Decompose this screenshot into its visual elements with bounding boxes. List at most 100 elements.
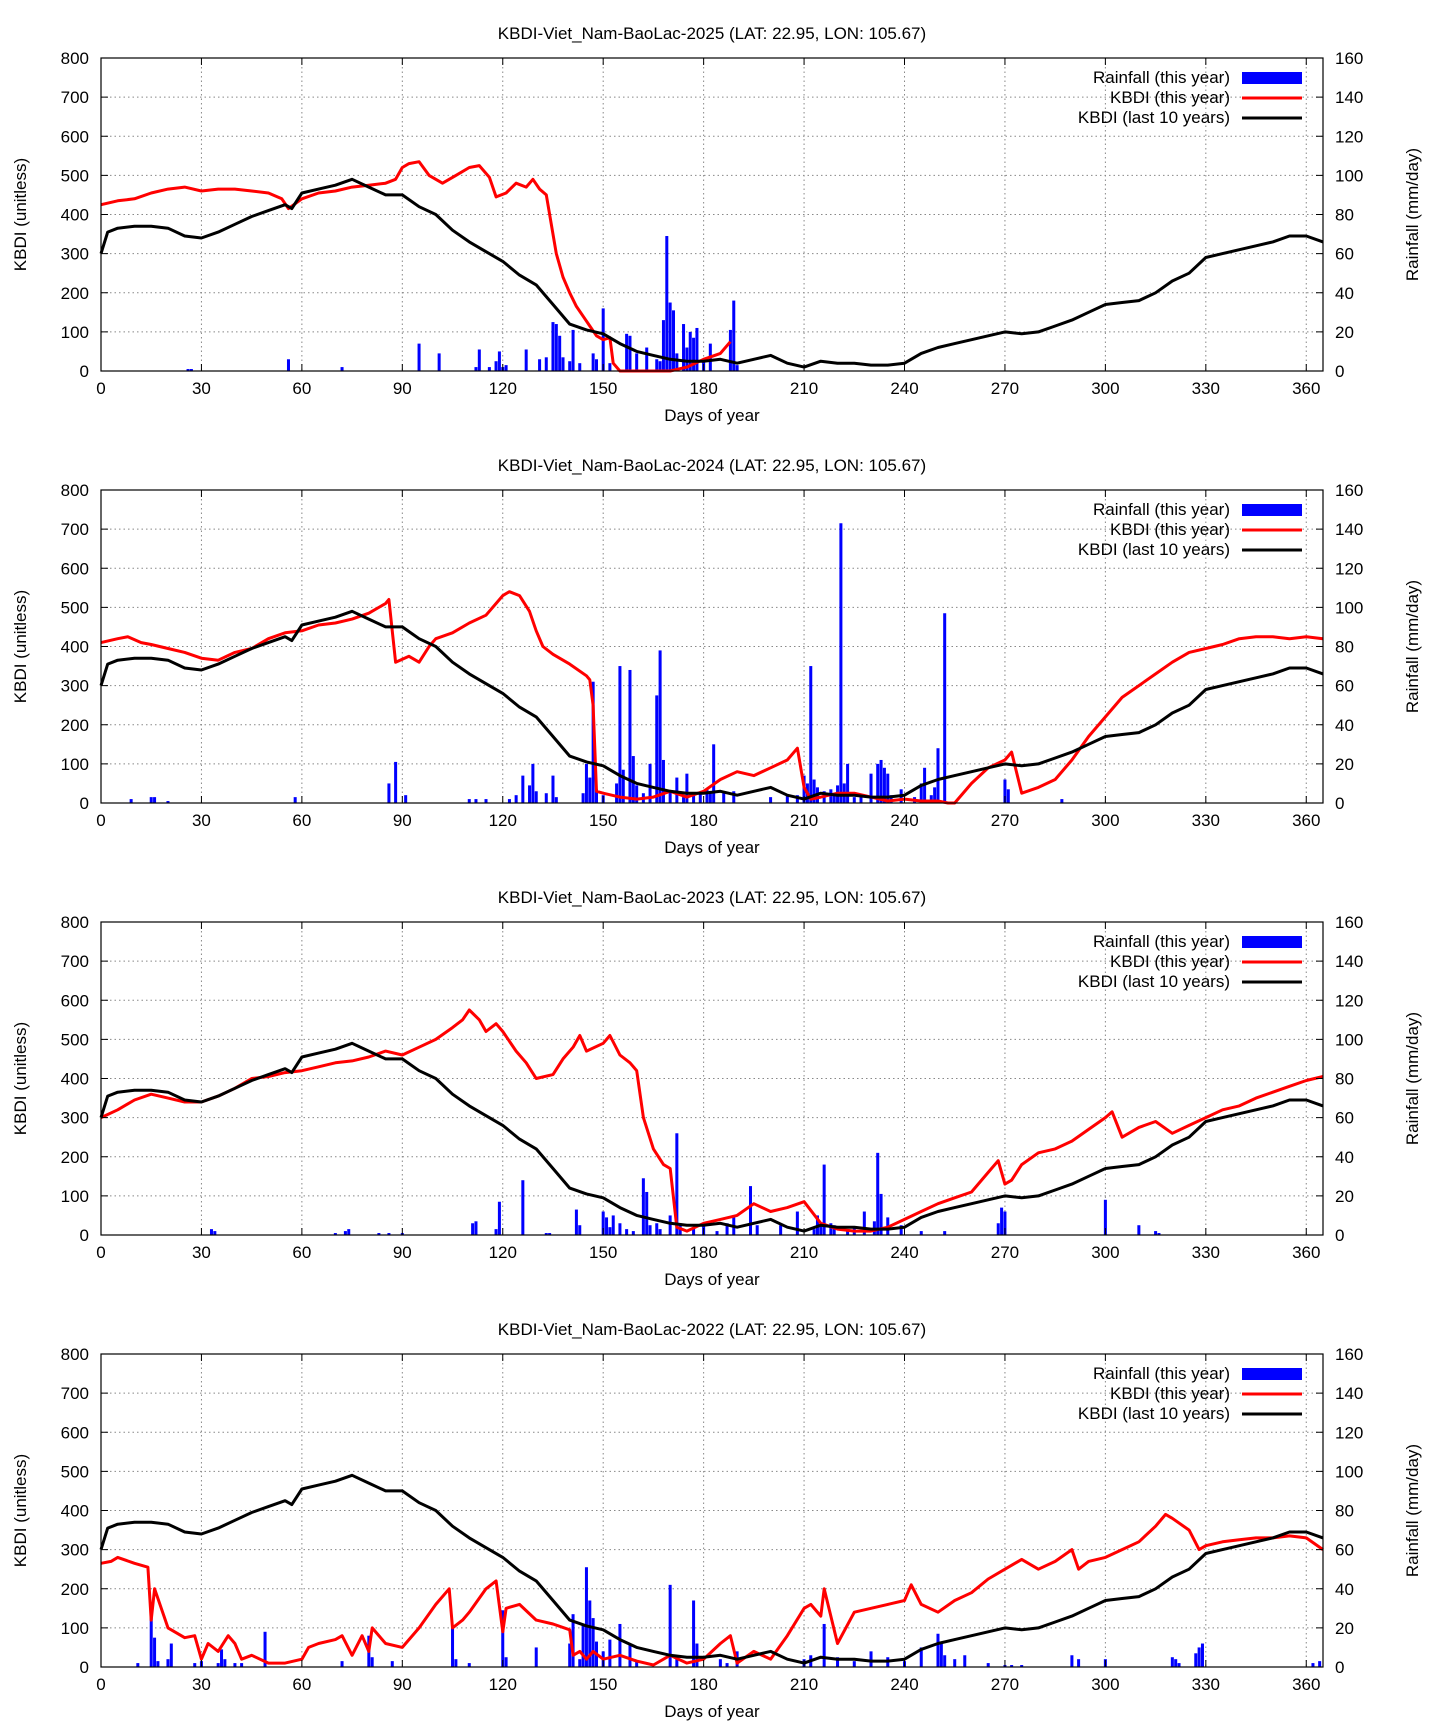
- y-tick-label: 400: [61, 206, 89, 225]
- x-tick-label: 60: [292, 1243, 311, 1262]
- x-axis-label: Days of year: [664, 1702, 760, 1721]
- rainfall-bar: [839, 523, 843, 803]
- rainfall-bar: [578, 363, 582, 371]
- legend-label: KBDI (this year): [1110, 952, 1230, 971]
- y-tick-label: 500: [61, 166, 89, 185]
- rainfall-bar: [675, 1655, 679, 1667]
- rainfall-bar: [728, 329, 732, 371]
- x-tick-label: 60: [292, 1675, 311, 1694]
- y2-tick-label: 100: [1335, 1462, 1363, 1481]
- rainfall-bar: [474, 1221, 478, 1235]
- rainfall-bar: [939, 1643, 943, 1667]
- rainfall-bar: [715, 1231, 719, 1235]
- rainfall-bar: [705, 789, 709, 803]
- y-tick-label: 700: [61, 88, 89, 107]
- rainfall-bar: [233, 1663, 237, 1667]
- rainfall-bar: [682, 324, 686, 371]
- rainfall-bar: [394, 761, 398, 803]
- x-tick-label: 240: [890, 811, 918, 830]
- rainfall-bar: [655, 359, 659, 371]
- rainfall-bar: [695, 1643, 699, 1667]
- grid-lines: [101, 922, 1323, 1235]
- kbdi-this-year-line: [100, 1512, 1324, 1667]
- rainfall-bar: [628, 335, 632, 371]
- rainfall-bar: [899, 1225, 903, 1235]
- y-tick-label: 800: [61, 481, 89, 500]
- rainfall-bar: [635, 353, 639, 371]
- x-tick-label: 180: [689, 1675, 717, 1694]
- x-axis: 0 30 60 90 120 150 180 210 240 270 300 330 360: [96, 1354, 1320, 1694]
- rainfall-bar: [501, 1610, 505, 1667]
- x-tick-label: 150: [589, 811, 617, 830]
- rainfall-bar: [708, 791, 712, 803]
- x-tick-label: 300: [1091, 379, 1119, 398]
- x-tick-label: 180: [689, 379, 717, 398]
- rainfall-bar: [779, 1225, 783, 1235]
- x-tick-label: 330: [1192, 1243, 1220, 1262]
- legend-label: KBDI (this year): [1110, 520, 1230, 539]
- x-tick-label: 210: [790, 811, 818, 830]
- x-tick-label: 270: [991, 811, 1019, 830]
- chart-panel: KBDI-Viet_Nam-BaoLac-2023 (LAT: 22.95, L…: [0, 864, 1440, 1296]
- legend-label: Rainfall (this year): [1093, 1364, 1230, 1383]
- legend-label: Rainfall (this year): [1093, 68, 1230, 87]
- chart-title: KBDI-Viet_Nam-BaoLac-2022 (LAT: 22.95, L…: [498, 1320, 926, 1339]
- grid-lines: [101, 490, 1323, 803]
- y2-tick-label: 60: [1335, 677, 1354, 696]
- rainfall-bar: [712, 744, 716, 803]
- y2-axis-label: Rainfall (mm/day): [1403, 148, 1422, 281]
- rainfall-bar: [795, 1211, 799, 1235]
- x-axis: 0 30 60 90 120 150 180 210 240 270 300 330 360: [96, 922, 1320, 1262]
- rainfall-bar: [631, 1231, 635, 1235]
- chart-title: KBDI-Viet_Nam-BaoLac-2025 (LAT: 22.95, L…: [498, 24, 926, 43]
- rainfall-bar: [591, 353, 595, 371]
- rainfall-bar: [628, 1643, 632, 1667]
- rainfall-bar: [919, 783, 923, 803]
- rainfall-bar: [1010, 1665, 1014, 1667]
- rainfall-bar: [1003, 779, 1007, 803]
- rainfall-bar: [608, 1639, 612, 1667]
- rainfall-bar: [692, 1227, 696, 1235]
- y-tick-label: 600: [61, 559, 89, 578]
- y2-tick-label: 140: [1335, 88, 1363, 107]
- y-tick-label: 400: [61, 1502, 89, 1521]
- y-axis-label: KBDI (unitless): [11, 1022, 30, 1135]
- y2-tick-label: 40: [1335, 284, 1354, 303]
- y-axis-label: KBDI (unitless): [11, 1454, 30, 1567]
- y-tick-label: 100: [61, 1619, 89, 1638]
- chart-panel: KBDI-Viet_Nam-BaoLac-2022 (LAT: 22.95, L…: [0, 1296, 1440, 1728]
- x-tick-label: 30: [192, 811, 211, 830]
- x-tick-label: 360: [1292, 1675, 1320, 1694]
- y2-tick-label: 20: [1335, 755, 1354, 774]
- y-tick-label: 0: [80, 794, 89, 813]
- rainfall-bar: [544, 1233, 548, 1235]
- rainfall-bar: [189, 369, 193, 371]
- rainfall-bar: [581, 793, 585, 803]
- y-axis-right: 0 20 40 60 80 100 120 140 160: [1316, 481, 1363, 813]
- x-tick-label: 90: [393, 811, 412, 830]
- rainfall-bar: [186, 369, 190, 371]
- rainfall-bar: [846, 763, 850, 803]
- rainfall-bar: [846, 1229, 850, 1235]
- rainfall-bar: [153, 1637, 157, 1667]
- rainfall-bar: [641, 1178, 645, 1235]
- y-axis-right: 0 20 40 60 80 100 120 140 160: [1316, 1345, 1363, 1677]
- y-tick-label: 0: [80, 1226, 89, 1245]
- kbdi-last-10-years-line: [99, 1041, 1324, 1233]
- y2-axis-label: Rainfall (mm/day): [1403, 1012, 1422, 1145]
- x-tick-label: 120: [489, 811, 517, 830]
- rainfall-bar: [494, 1229, 498, 1235]
- y-tick-label: 700: [61, 952, 89, 971]
- y-tick-label: 300: [61, 245, 89, 264]
- rainfall-bar: [1170, 1657, 1174, 1667]
- rainfall-bar: [929, 795, 933, 803]
- rainfall-bar: [1020, 1665, 1024, 1667]
- rainfall-bar: [748, 1186, 753, 1235]
- y-tick-label: 0: [80, 362, 89, 381]
- rainfall-bar: [223, 1659, 227, 1667]
- y2-tick-label: 160: [1335, 1345, 1363, 1364]
- x-tick-label: 120: [489, 1675, 517, 1694]
- x-tick-label: 150: [589, 379, 617, 398]
- rainfall-bar: [1157, 1233, 1161, 1235]
- rainfall-bar: [732, 300, 736, 371]
